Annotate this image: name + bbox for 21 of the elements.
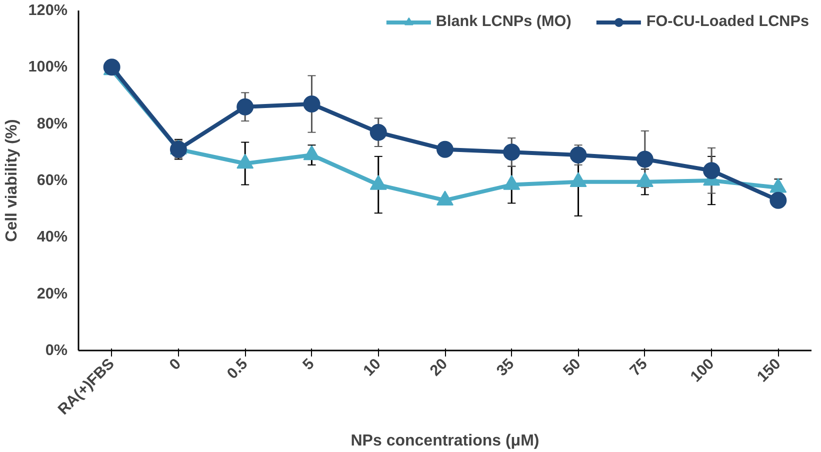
y-tick-label: 100% xyxy=(28,58,68,76)
x-tick-label: 10 xyxy=(360,355,384,380)
y-tick-label: 80% xyxy=(36,115,68,132)
y-tick-label: 120% xyxy=(28,2,68,19)
legend-label: FO-CU-Loaded LCNPs xyxy=(646,13,809,31)
x-tick-label: 0 xyxy=(166,355,184,374)
y-tick-label: 60% xyxy=(36,172,68,189)
legend-label: Blank LCNPs (MO) xyxy=(436,13,572,31)
x-tick-label: 20 xyxy=(426,355,452,380)
y-tick-label: 0% xyxy=(45,342,68,359)
y-axis-title: Cell viability (%) xyxy=(3,119,20,242)
x-tick-label: 50 xyxy=(560,355,584,380)
x-tick-label: 0.5 xyxy=(224,355,252,383)
x-tick-label: 5 xyxy=(300,355,318,374)
x-axis-title: NPs concentrations (μM) xyxy=(350,432,540,450)
x-tick-label: 75 xyxy=(626,355,652,380)
x-tick-label: 150 xyxy=(754,355,784,386)
y-tick-label: 20% xyxy=(36,285,68,302)
x-tick-label: 35 xyxy=(494,355,518,380)
x-tick-label: 100 xyxy=(687,355,718,386)
y-tick-label: 40% xyxy=(36,228,68,246)
